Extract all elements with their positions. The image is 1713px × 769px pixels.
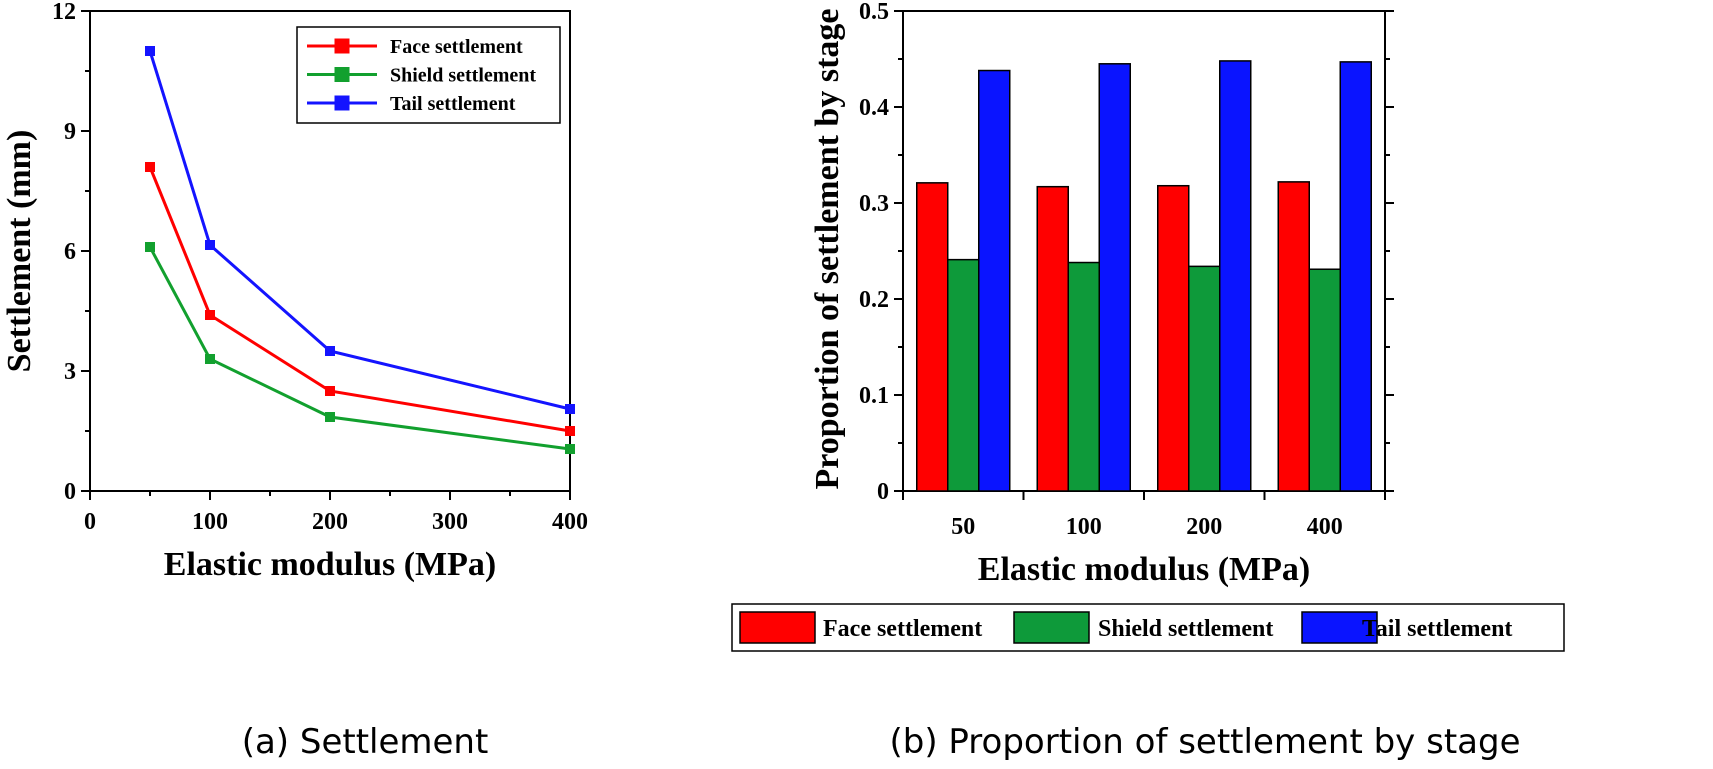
y-axis-title-a: Settlement (mm): [1, 130, 38, 373]
point-face-settlement: [145, 162, 155, 172]
bar-shield-settlement: [947, 258, 980, 492]
bar-tail-settlement: [1339, 61, 1372, 492]
y-tick-label-b: 0.2: [859, 287, 889, 313]
point-shield-settlement: [205, 354, 215, 364]
line-tail-settlement: [148, 50, 571, 411]
bar-face-settlement: [1157, 184, 1190, 492]
point-shield-settlement: [325, 412, 335, 422]
x-tick-label-a: 0: [84, 509, 96, 535]
legend-label-face-settlement: Face settlement: [823, 616, 982, 642]
bar-shield-settlement: [1308, 268, 1341, 492]
x-tick-label-a: 200: [312, 509, 348, 535]
x-tick-label-b: 200: [1186, 514, 1222, 540]
y-tick-label-a: 9: [64, 119, 76, 145]
legend-swatch-tail-settlement: [1301, 611, 1378, 644]
y-tick-label-a: 3: [64, 359, 76, 385]
settlement-line-chart: 0 100 200 300 400 0 3 6 9 12 Elastic modulus (MPa)…: [1, 0, 588, 583]
legend-marker-shield-settlement: [334, 67, 350, 82]
proportion-bar-chart: 50 100 200 400 0 0.1 0.2 0.3 0.4 0.5 Elastic modul…: [731, 0, 1565, 652]
y-tick-label-a: 6: [64, 239, 76, 265]
y-tick-label-a: 12: [52, 0, 76, 25]
point-shield-settlement: [565, 444, 575, 454]
bar-shield-settlement: [1188, 265, 1221, 492]
bar-face-settlement: [1277, 181, 1310, 492]
legend-marker-tail-settlement: [334, 95, 350, 111]
x-tick-label-b: 400: [1307, 514, 1343, 540]
point-tail-settlement: [145, 46, 155, 56]
y-tick-label-b: 0.3: [859, 191, 889, 217]
bar-shield-settlement: [1067, 261, 1100, 492]
point-tail-settlement: [565, 404, 575, 414]
line-face-settlement: [148, 166, 571, 433]
x-axis-title-a: Elastic modulus (MPa): [164, 546, 496, 583]
point-face-settlement: [205, 310, 215, 320]
legend-label-shield-settlement: Shield settlement: [390, 65, 536, 87]
point-tail-settlement: [205, 240, 215, 250]
legend-label-shield-settlement: Shield settlement: [1098, 616, 1273, 642]
point-face-settlement: [565, 426, 575, 436]
y-axis-title-b: Proportion of settlement by stage: [809, 9, 846, 490]
bar-tail-settlement: [1098, 63, 1131, 492]
x-tick-label-a: 300: [432, 509, 468, 535]
bar-face-settlement: [1036, 185, 1069, 492]
legend-marker-face-settlement: [334, 38, 350, 54]
legend-label-tail-settlement: Tail settlement: [1362, 616, 1512, 642]
x-tick-label-a: 100: [192, 509, 228, 535]
caption-a: (a) Settlement: [242, 722, 489, 762]
y-tick-label-a: 0: [64, 479, 76, 505]
x-tick-label-a: 400: [552, 509, 588, 535]
legend-label-tail-settlement: Tail settlement: [390, 93, 516, 115]
bar-tail-settlement: [1219, 60, 1252, 492]
y-tick-label-b: 0.5: [859, 0, 889, 25]
caption-b: (b) Proportion of settlement by stage: [889, 722, 1520, 762]
x-tick-label-b: 100: [1066, 514, 1102, 540]
bar-face-settlement: [916, 182, 949, 492]
legend-swatch-shield-settlement: [1013, 611, 1090, 644]
y-tick-label-b: 0: [877, 479, 889, 505]
legend-label-face-settlement: Face settlement: [390, 36, 523, 58]
y-tick-label-b: 0.1: [859, 383, 889, 409]
legend-b: [731, 603, 1565, 652]
point-tail-settlement: [325, 346, 335, 356]
legend-swatch-face-settlement: [739, 611, 816, 644]
point-face-settlement: [325, 386, 335, 396]
x-axis-title-b: Elastic modulus (MPa): [978, 551, 1310, 588]
x-tick-label-b: 50: [951, 514, 975, 540]
bar-tail-settlement: [978, 69, 1011, 492]
line-shield-settlement: [148, 246, 571, 451]
y-tick-label-b: 0.4: [859, 95, 889, 121]
point-shield-settlement: [145, 242, 155, 252]
